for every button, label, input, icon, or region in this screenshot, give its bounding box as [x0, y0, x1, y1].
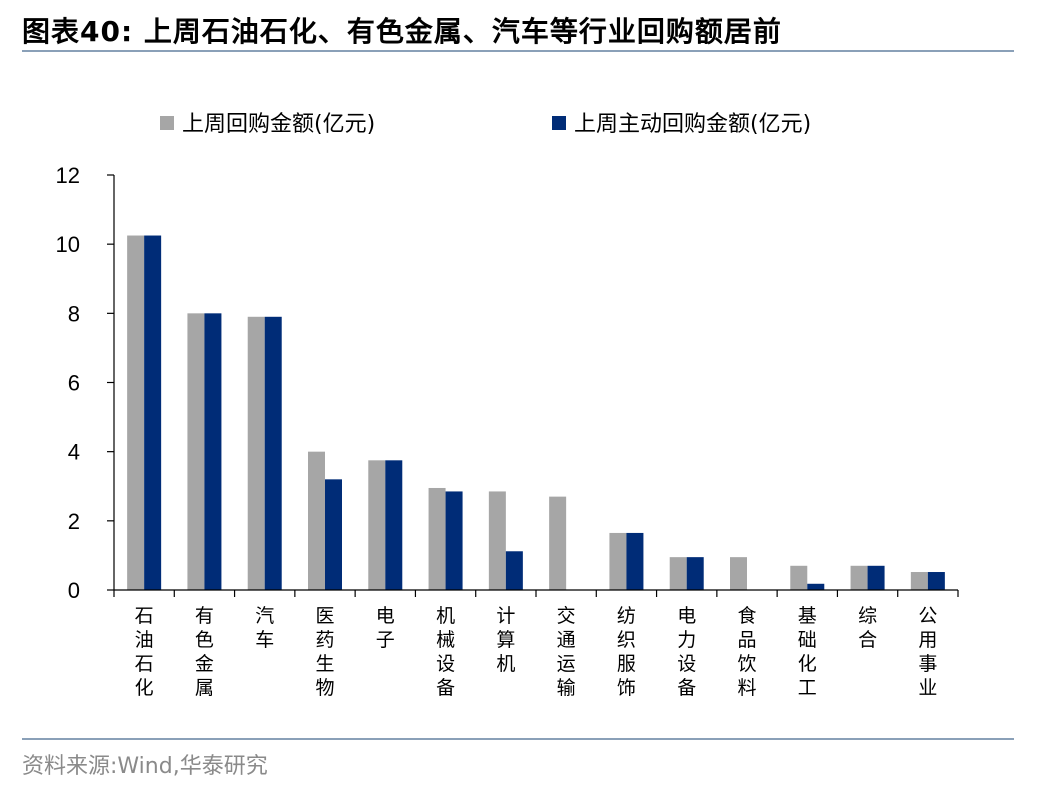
legend-swatch-0 — [160, 116, 174, 130]
chart-labels: 0 2 4 6 8 10 12 石油石化 有色金属 汽车 医药生物 电子 机械设备 计算机 交通运输 纺织服饰… — [56, 163, 938, 699]
x-tick-label-3: 医药生物 — [315, 605, 334, 699]
page-title: 图表40: 上周石油石化、有色金属、汽车等行业回购额居前 — [22, 15, 782, 48]
bar-total-10 — [730, 557, 747, 590]
bar-total-5 — [428, 487, 446, 590]
source-divider — [22, 738, 1014, 740]
bar-total-11 — [790, 565, 808, 590]
bar-total-8 — [609, 532, 627, 590]
bar-total-6 — [488, 491, 506, 590]
chart-legend: 上周回购金额(亿元) 上周主动回购金额(亿元) — [160, 112, 811, 137]
bar-active-13 — [927, 572, 945, 590]
bar-active-0 — [144, 235, 162, 591]
bar-total-0 — [127, 235, 145, 591]
bar-total-1 — [187, 313, 205, 590]
bar-total-4 — [368, 460, 386, 590]
bar-total-2 — [247, 316, 265, 590]
x-tick-label-2: 汽车 — [255, 605, 274, 651]
bar-active-2 — [264, 316, 282, 590]
y-tick-label: 10 — [56, 232, 80, 257]
x-tick-label-4: 电子 — [376, 605, 395, 651]
x-tick-label-0: 石油石化 — [135, 605, 154, 699]
bar-total-13 — [910, 572, 928, 590]
bar-total-7 — [549, 496, 567, 590]
bar-active-1 — [204, 313, 222, 590]
legend-label-1: 上周主动回购金额(亿元) — [574, 112, 811, 137]
y-tick-label: 12 — [56, 163, 80, 188]
x-tick-label-10: 食品饮料 — [737, 605, 756, 699]
x-tick-label-6: 计算机 — [496, 605, 515, 675]
y-tick-label: 8 — [68, 301, 80, 326]
y-tick-label: 6 — [68, 371, 80, 396]
bar-total-9 — [669, 557, 687, 590]
y-tick-label: 0 — [68, 578, 80, 603]
x-tick-label-8: 纺织服饰 — [617, 605, 636, 699]
x-tick-label-7: 交通运输 — [557, 605, 576, 699]
x-tick-label-12: 综合 — [858, 605, 877, 651]
bar-active-12 — [867, 565, 885, 590]
x-tick-label-13: 公用事业 — [918, 605, 937, 699]
bar-active-11 — [807, 583, 825, 590]
x-tick-label-11: 基础化工 — [798, 605, 817, 699]
chart-axes — [107, 174, 959, 597]
bar-active-9 — [686, 557, 704, 590]
bar-active-8 — [626, 532, 644, 590]
bar-active-3 — [325, 479, 342, 590]
x-tick-label-9: 电力设备 — [677, 605, 696, 699]
bar-active-6 — [505, 551, 523, 590]
chart-bars — [127, 235, 945, 591]
legend-swatch-1 — [552, 116, 566, 130]
bar-active-4 — [385, 460, 403, 590]
bar-total-3 — [308, 451, 325, 590]
title-divider — [22, 50, 1014, 52]
x-tick-label-1: 有色金属 — [195, 605, 214, 699]
bar-active-5 — [445, 491, 463, 590]
bar-chart: 上周回购金额(亿元) 上周主动回购金额(亿元) 0 2 4 6 8 10 12 石油石化 有色金属… — [56, 112, 959, 699]
bar-total-12 — [850, 565, 868, 590]
source-note: 资料来源:Wind,华泰研究 — [22, 754, 268, 779]
x-tick-label-5: 机械设备 — [436, 605, 455, 699]
legend-label-0: 上周回购金额(亿元) — [182, 112, 375, 137]
y-tick-label: 4 — [68, 440, 80, 465]
y-tick-label: 2 — [68, 509, 80, 534]
